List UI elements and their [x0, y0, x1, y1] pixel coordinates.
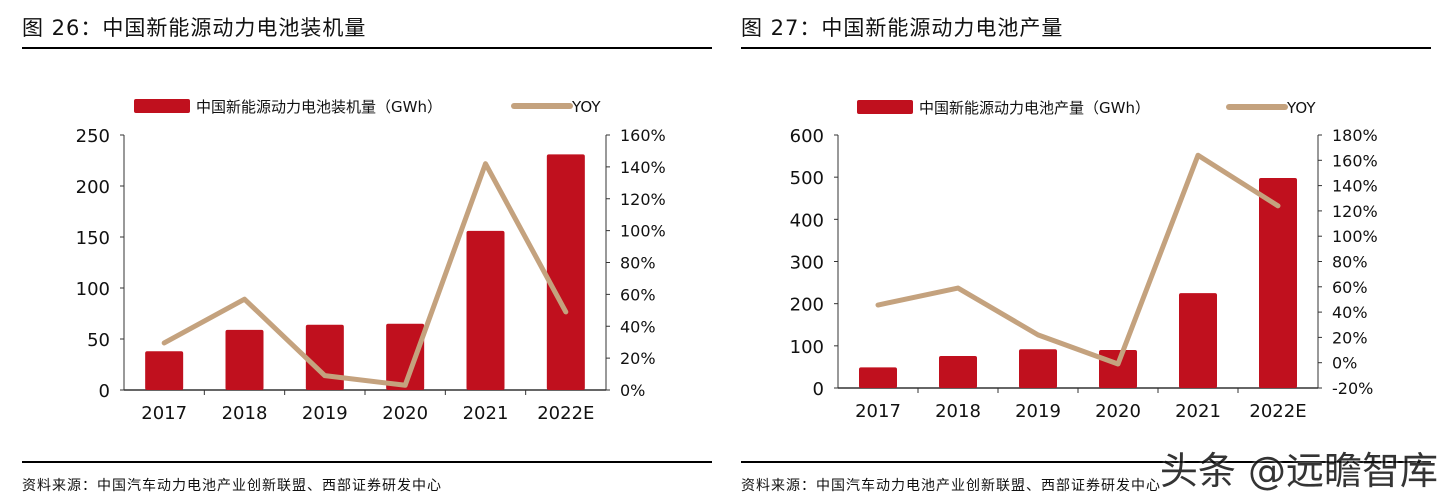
- right-tick-label: 20%: [620, 349, 656, 368]
- legend-line-label: YOY: [1286, 99, 1316, 117]
- figure-27: 图 27：中国新能源动力电池产量 中国新能源动力电池产量（GWh） YOY 0 100…: [741, 0, 1431, 502]
- legend-bar-swatch: [134, 99, 190, 113]
- yoy-point-2020: [404, 384, 407, 387]
- figure-title: 图 26：中国新能源动力电池装机量: [22, 16, 367, 40]
- x-tick-label: 2022E: [537, 403, 594, 424]
- legend-bar-label: 中国新能源动力电池产量（GWh）: [919, 99, 1150, 117]
- yoy-point-2021: [484, 162, 487, 165]
- x-tick-label: 2018: [222, 403, 268, 424]
- right-tick-label: 60%: [1332, 278, 1368, 297]
- yoy-point-2020: [1117, 362, 1119, 365]
- right-tick-label: 20%: [1332, 328, 1368, 347]
- bar-2019: [1019, 349, 1057, 388]
- yoy-point-2021: [1197, 154, 1199, 157]
- left-tick-label: 0: [813, 379, 824, 400]
- yoy-point-2022E: [1277, 204, 1279, 207]
- right-tick-label: 0%: [1332, 354, 1357, 373]
- x-tick-label: 2021: [463, 403, 509, 424]
- top-rule: [22, 47, 712, 49]
- right-tick-label: 60%: [620, 285, 656, 304]
- x-tick-label: 2018: [935, 401, 981, 422]
- legend-bar-swatch: [857, 100, 913, 114]
- left-tick-label: 400: [790, 210, 824, 231]
- yoy-point-2019: [323, 374, 326, 377]
- bottom-rule: [741, 461, 1431, 463]
- x-tick-label: 2017: [141, 403, 187, 424]
- bar-2022E: [1259, 178, 1297, 388]
- x-tick-label: 2021: [1175, 401, 1221, 422]
- bar-2021: [1179, 293, 1217, 388]
- right-tick-label: 80%: [620, 254, 656, 273]
- right-tick-label: 0%: [620, 381, 645, 400]
- left-tick-label: 100: [76, 279, 110, 300]
- left-tick-label: 0: [99, 381, 110, 402]
- right-tick-label: 120%: [620, 190, 666, 209]
- right-tick-label: 40%: [1332, 303, 1368, 322]
- yoy-line: [875, 152, 1281, 367]
- right-tick-label: 100%: [1332, 227, 1378, 246]
- left-tick-label: 100: [790, 337, 824, 358]
- left-tick-label: 600: [790, 126, 824, 147]
- bar-2021: [466, 230, 505, 390]
- right-tick-label: 180%: [1332, 126, 1378, 145]
- x-tick-label: 2019: [1015, 401, 1061, 422]
- left-tick-label: 200: [790, 295, 824, 316]
- bar-2020: [386, 323, 425, 390]
- right-tick-label: 140%: [620, 158, 666, 177]
- bar-2017: [859, 367, 897, 388]
- bar-2017: [145, 351, 184, 390]
- yoy-point-2018: [957, 287, 959, 290]
- left-tick-label: 150: [76, 228, 110, 249]
- left-tick-label: 200: [76, 177, 110, 198]
- chart-26: 中国新能源动力电池装机量（GWh） YOY 0 50 100 150 200 250 0% 20%…: [76, 98, 666, 424]
- x-tick-label: 2020: [382, 403, 428, 424]
- left-tick-label: 250: [76, 126, 110, 147]
- x-tick-label: 2017: [855, 401, 901, 422]
- figure-26: 图 26：中国新能源动力电池装机量 中国新能源动力电池装机量（GWh） YOY 0 5…: [22, 0, 712, 502]
- legend-bar-label: 中国新能源动力电池装机量（GWh）: [196, 98, 442, 116]
- right-tick-label: 100%: [620, 222, 666, 241]
- figure-title: 图 27：中国新能源动力电池产量: [741, 16, 1064, 40]
- x-tick-label: 2019: [302, 403, 348, 424]
- yoy-point-2019: [1037, 333, 1039, 336]
- bar-2018: [939, 355, 977, 388]
- right-tick-label: 80%: [1332, 253, 1368, 272]
- right-tick-label: 120%: [1332, 202, 1378, 221]
- bar-2019: [305, 324, 344, 390]
- watermark: 头条 @远瞻智库: [1159, 449, 1438, 493]
- chart-27: 中国新能源动力电池产量（GWh） YOY 0 100 200 300 400 500 600 -2…: [790, 99, 1378, 422]
- bar-2020: [1099, 350, 1137, 388]
- source-note: 资料来源：中国汽车动力电池产业创新联盟、西部证券研发中心: [22, 478, 442, 494]
- yoy-point-2017: [877, 304, 879, 307]
- right-tick-label: 160%: [1332, 151, 1378, 170]
- yoy-line: [161, 161, 569, 388]
- right-tick-label: 160%: [620, 126, 666, 145]
- left-tick-label: 50: [87, 330, 110, 351]
- x-tick-label: 2020: [1095, 401, 1141, 422]
- left-tick-label: 500: [790, 168, 824, 189]
- left-tick-label: 300: [790, 253, 824, 274]
- right-tick-label: 40%: [620, 317, 656, 336]
- source-note: 资料来源：中国汽车动力电池产业创新联盟、西部证券研发中心: [741, 478, 1161, 494]
- bar-2022E: [546, 154, 585, 390]
- yoy-point-2022E: [564, 310, 567, 313]
- yoy-point-2017: [163, 341, 166, 344]
- top-rule: [741, 47, 1431, 49]
- x-tick-label: 2022E: [1249, 401, 1306, 422]
- yoy-point-2018: [243, 298, 246, 301]
- legend-line-label: YOY: [571, 98, 601, 116]
- right-tick-label: -20%: [1332, 379, 1373, 398]
- bar-2018: [225, 329, 264, 390]
- right-tick-label: 140%: [1332, 177, 1378, 196]
- bottom-rule: [22, 461, 712, 463]
